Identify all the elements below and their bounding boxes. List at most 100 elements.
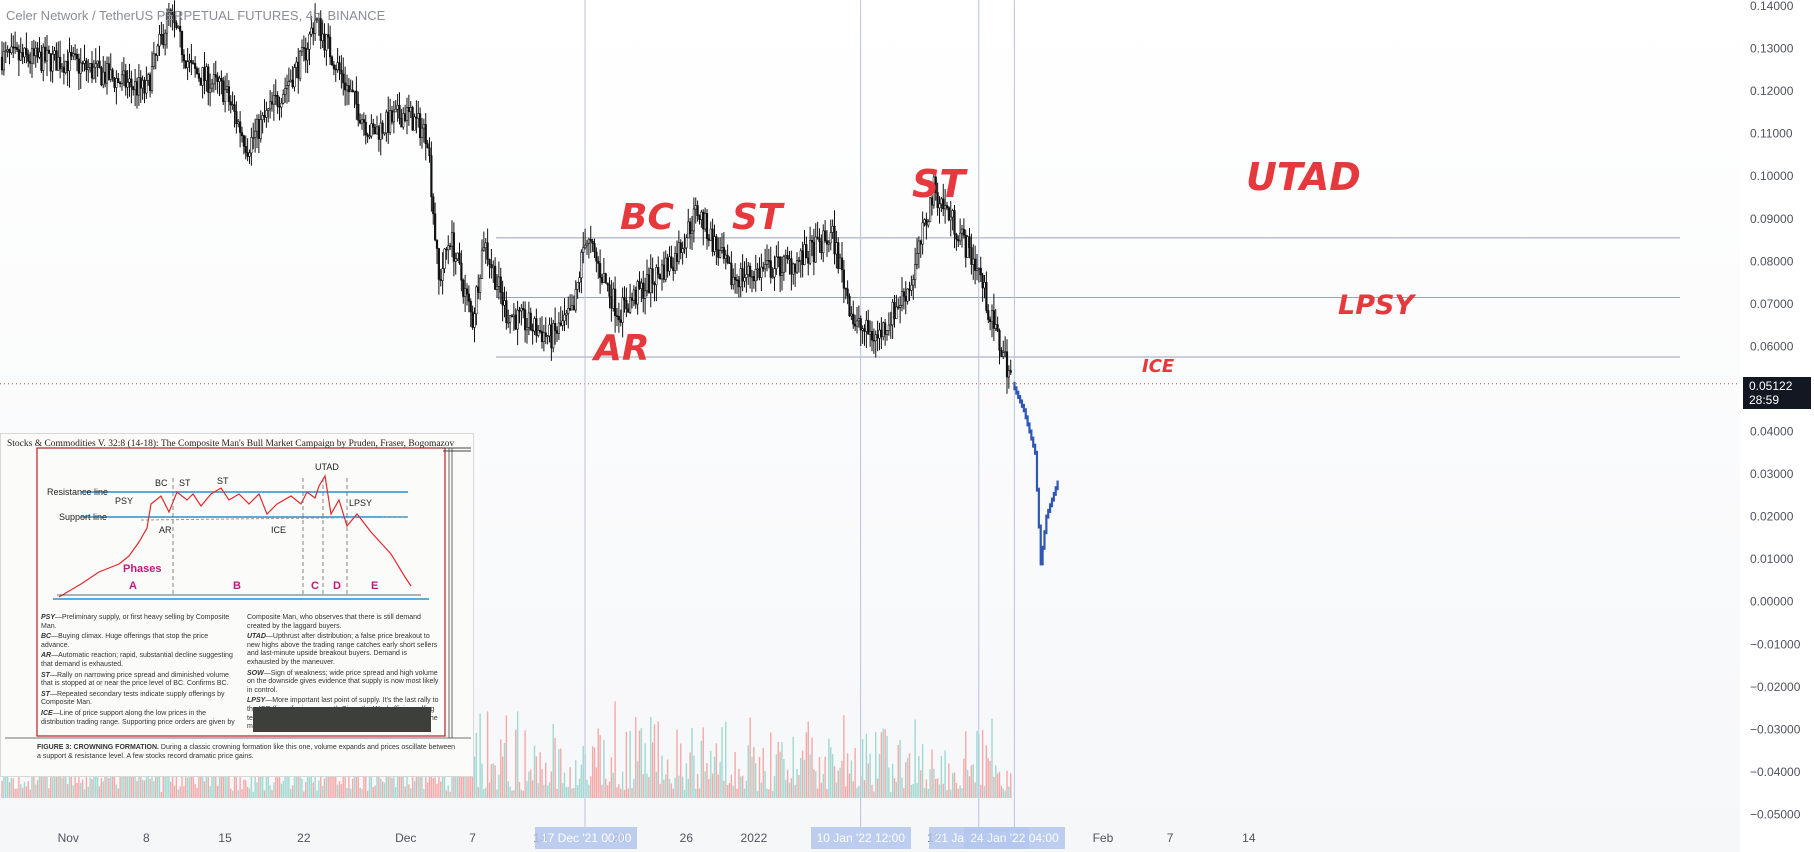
candle bbox=[591, 238, 594, 252]
volume-bar bbox=[104, 776, 106, 798]
volume-bar bbox=[946, 790, 948, 798]
volume-bar bbox=[528, 771, 530, 798]
volume-bar bbox=[833, 766, 836, 798]
candle bbox=[657, 256, 660, 279]
volume-bar bbox=[830, 746, 832, 798]
volume-bar bbox=[625, 731, 628, 798]
candle bbox=[156, 43, 159, 62]
volume-bar bbox=[908, 753, 911, 798]
projection-candle bbox=[1020, 399, 1024, 408]
candle bbox=[184, 60, 187, 70]
volume-bar bbox=[715, 743, 718, 798]
candle bbox=[92, 59, 95, 80]
annotation-ice: ICE bbox=[1142, 356, 1175, 377]
projection-candle bbox=[1052, 491, 1055, 502]
volume-bar bbox=[867, 763, 869, 798]
volume-bar bbox=[246, 786, 249, 798]
candle bbox=[152, 41, 155, 70]
volume-bar bbox=[475, 732, 478, 798]
volume-bar bbox=[556, 788, 558, 798]
volume-bar bbox=[359, 787, 361, 798]
symbol-title[interactable]: Celer Network / TetherUS PERPETUAL FUTUR… bbox=[6, 8, 386, 23]
volume-bar bbox=[648, 777, 650, 798]
projection-candle bbox=[1034, 443, 1037, 455]
volume-bar bbox=[485, 787, 487, 798]
volume-bar bbox=[8, 782, 11, 798]
legend-text: —Line of price support along the low pri… bbox=[41, 614, 421, 726]
candle bbox=[546, 335, 549, 345]
volume-bar bbox=[820, 782, 823, 798]
diagram-phases-label: Phases bbox=[123, 563, 162, 575]
candle bbox=[405, 97, 409, 135]
volume-bar bbox=[273, 782, 275, 798]
candle bbox=[419, 107, 422, 146]
volume-bar bbox=[957, 788, 959, 798]
volume-bar bbox=[25, 786, 28, 798]
volume-bar bbox=[254, 773, 256, 798]
candle bbox=[100, 65, 103, 87]
volume-bar bbox=[788, 782, 791, 798]
volume-bar bbox=[886, 735, 888, 798]
volume-bar bbox=[741, 775, 744, 798]
volume-bars bbox=[1, 701, 1012, 798]
candle bbox=[130, 70, 133, 104]
volume-bar bbox=[145, 759, 148, 798]
volume-bar bbox=[421, 775, 423, 798]
annotation-utad: UTAD bbox=[1246, 155, 1361, 199]
candle bbox=[357, 91, 360, 127]
candle bbox=[914, 247, 917, 289]
volume-bar bbox=[721, 727, 723, 798]
candle bbox=[726, 244, 729, 265]
candle bbox=[848, 293, 851, 318]
volume-bar bbox=[526, 781, 528, 798]
volume-bar bbox=[605, 778, 607, 798]
volume-bar bbox=[185, 768, 187, 798]
volume-bar bbox=[513, 790, 515, 798]
volume-bar bbox=[790, 778, 793, 798]
candle bbox=[209, 73, 212, 107]
volume-bar bbox=[216, 785, 219, 798]
candle bbox=[473, 307, 476, 343]
volume-bar bbox=[33, 763, 35, 798]
candle bbox=[94, 48, 97, 83]
price-tick-label: 0.00000 bbox=[1750, 595, 1794, 609]
candle bbox=[437, 247, 440, 295]
candle bbox=[79, 48, 82, 89]
candle bbox=[362, 112, 365, 136]
candle bbox=[327, 23, 330, 49]
volume-bar bbox=[578, 778, 581, 798]
candle bbox=[180, 30, 184, 63]
legend-text: —Automatic reaction; rapid, substantial … bbox=[41, 652, 233, 668]
candle bbox=[212, 63, 215, 93]
volume-bar bbox=[149, 778, 151, 798]
volume-bar bbox=[366, 790, 369, 798]
candle bbox=[501, 280, 504, 322]
volume-bar bbox=[766, 788, 768, 798]
volume-bar bbox=[333, 769, 335, 798]
volume-bar bbox=[614, 701, 616, 798]
volume-bar bbox=[533, 745, 536, 798]
candle bbox=[342, 57, 345, 96]
candle bbox=[685, 234, 688, 259]
volume-bar bbox=[554, 737, 556, 798]
volume-bar bbox=[655, 771, 658, 798]
volume-bar bbox=[351, 778, 354, 798]
volume-bar bbox=[953, 772, 956, 798]
candle bbox=[617, 302, 620, 333]
volume-bar bbox=[235, 763, 238, 798]
candle bbox=[507, 309, 510, 329]
volume-bar bbox=[944, 750, 946, 798]
volume-bar bbox=[876, 778, 879, 798]
candle bbox=[947, 206, 950, 222]
volume-bar bbox=[89, 777, 91, 798]
volume-bar bbox=[425, 775, 427, 798]
volume-bar bbox=[880, 732, 883, 798]
price-tick-label: 0.12000 bbox=[1750, 84, 1794, 98]
candle bbox=[338, 55, 341, 81]
candle bbox=[985, 271, 988, 314]
candle bbox=[895, 294, 898, 320]
candle bbox=[280, 97, 283, 118]
volume-bar bbox=[927, 788, 929, 798]
volume-bar bbox=[845, 786, 847, 798]
